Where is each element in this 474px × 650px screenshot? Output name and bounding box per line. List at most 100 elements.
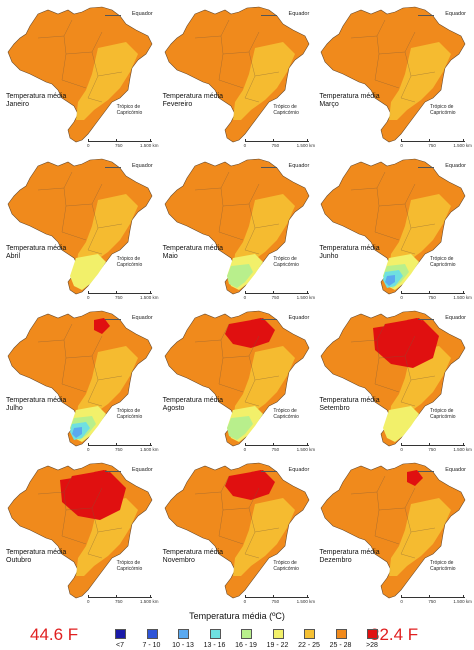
legend-swatch <box>241 629 252 639</box>
scale-tick <box>272 139 274 142</box>
scale-tick <box>429 139 431 142</box>
scale-tick <box>306 291 308 294</box>
panel-month: Julho <box>6 405 23 412</box>
equator-label: Equador <box>288 163 310 169</box>
state-boundaries <box>37 19 123 103</box>
panel-title-line1: Temperatura média <box>319 93 380 100</box>
scale-label: 0 <box>87 447 90 452</box>
scale-label: 1.500 km <box>140 599 159 604</box>
equator-label: Equador <box>445 11 466 17</box>
tropic-label: Trópico de Capricórnio <box>116 408 143 420</box>
scale-label: 750 <box>428 295 436 300</box>
legend-class-label: 16 - 19 <box>235 642 257 649</box>
panel-title-line1: Temperatura média <box>162 93 223 100</box>
map-panel-4: Equador Temperatura média Abril Trópico de … <box>2 154 159 306</box>
legend-swatch <box>304 629 315 639</box>
panel-title-line1: Temperatura média <box>6 93 67 100</box>
equator-label: Equador <box>131 163 153 169</box>
scale-bar-line <box>88 597 152 598</box>
panel-title: Temperatura média Dezembro <box>319 549 379 565</box>
scale-tick <box>429 291 431 294</box>
panel-title-line1: Temperatura média <box>162 549 223 556</box>
country-outline <box>164 462 309 599</box>
scale-label: 1.500 km <box>453 599 472 604</box>
legend-swatch <box>115 629 126 639</box>
state-boundaries <box>351 323 436 407</box>
low-temperature-note: 44.6 F <box>30 625 79 644</box>
tropic-label: Trópico de Capricórnio <box>430 104 456 116</box>
scale-label: 0 <box>243 599 247 604</box>
panel-month: Junho <box>319 253 339 260</box>
panel-month: Janeiro <box>6 101 29 108</box>
equator-line <box>104 471 121 472</box>
map-panel-8: Equador Temperatura média Agosto Trópico de… <box>159 306 316 458</box>
country-outline <box>7 6 153 143</box>
scale-label: 1.500 km <box>140 447 159 452</box>
scale-bar: 0 750 1.500 km <box>400 443 472 455</box>
scale-tick <box>150 595 151 598</box>
brazil-temperature-map <box>320 6 466 143</box>
zone-hot-core <box>60 472 126 520</box>
scale-label: 1.500 km <box>453 295 472 300</box>
scale-tick <box>244 291 246 294</box>
equator-label: Equador <box>288 467 310 473</box>
state-boundaries <box>351 171 436 255</box>
scale-tick <box>116 443 117 446</box>
scale-label: 0 <box>243 447 247 452</box>
scale-bar: 0 750 1.500 km <box>87 291 159 303</box>
equator-line <box>418 15 434 16</box>
scale-label: 0 <box>400 295 403 300</box>
scale-bar-line <box>88 445 152 446</box>
equator-label: Equador <box>288 11 310 17</box>
state-boundaries <box>37 171 123 255</box>
equator-line <box>261 167 278 168</box>
zone-hot-wide <box>224 318 275 348</box>
state-boundaries <box>194 171 279 255</box>
scale-label: 0 <box>400 599 403 604</box>
map-panel-11: Equador Temperatura média Novembro Trópico … <box>159 458 316 610</box>
scale-label: 750 <box>271 143 280 148</box>
panel-title: Temperatura média Maio <box>163 245 223 261</box>
scale-tick <box>306 443 308 446</box>
panel-title-line1: Temperatura média <box>319 549 380 556</box>
panel-month: Março <box>319 101 339 108</box>
brazil-temperature-map <box>7 158 153 295</box>
state-boundaries <box>194 323 279 407</box>
panel-month: Dezembro <box>319 557 352 564</box>
scale-bar: 0 750 1.500 km <box>400 595 472 607</box>
scale-bar-line <box>88 141 152 142</box>
panel-title: Temperatura média Agosto <box>163 397 223 413</box>
scale-tick <box>463 139 465 142</box>
scale-bar: 0 750 1.500 km <box>87 443 159 455</box>
scale-tick <box>116 595 117 598</box>
scale-bar-line <box>401 445 466 446</box>
tropic-label: Trópico de Capricórnio <box>116 256 143 268</box>
scale-label: 750 <box>428 143 436 148</box>
scale-tick <box>88 139 89 142</box>
panel-title: Temperatura média Novembro <box>163 549 223 565</box>
legend-swatch <box>272 629 284 639</box>
scale-tick <box>150 443 151 446</box>
scale-tick <box>463 595 465 598</box>
scale-tick <box>116 291 117 294</box>
scale-label: 750 <box>428 599 436 604</box>
panel-title: Temperatura média Julho <box>6 397 66 413</box>
equator-line <box>104 167 121 168</box>
zone-22-25 <box>232 194 295 272</box>
state-boundaries <box>194 19 279 103</box>
scale-label: 0 <box>87 599 90 604</box>
scale-label: 750 <box>115 143 123 148</box>
scale-tick <box>88 291 89 294</box>
legend: 44.6 F 82.4 F <7 7 - 10 10 - 13 13 - 16 16 -… <box>0 623 474 650</box>
tropic-label: Trópico de Capricórnio <box>430 256 456 268</box>
brazil-temperature-map <box>164 6 309 143</box>
state-boundaries <box>351 475 436 559</box>
scale-tick <box>244 139 246 142</box>
panel-title: Temperatura média Fevereiro <box>163 93 223 109</box>
scale-bar: 0 750 1.500 km <box>400 291 472 303</box>
scale-label: 1.500 km <box>453 143 472 148</box>
state-boundaries <box>194 475 279 559</box>
scale-label: 0 <box>400 447 403 452</box>
scale-tick <box>88 595 89 598</box>
scale-bar: 0 750 1.500 km <box>243 595 315 607</box>
